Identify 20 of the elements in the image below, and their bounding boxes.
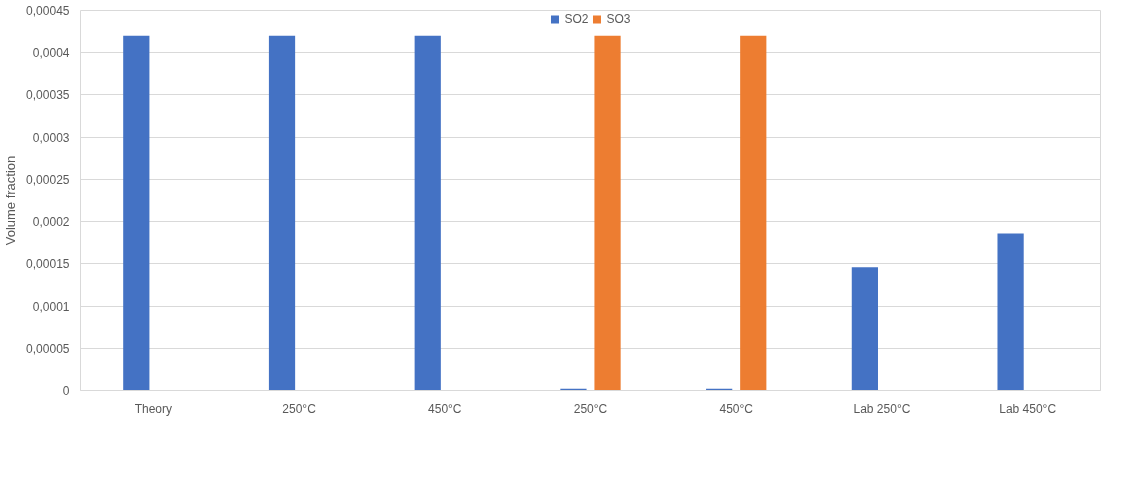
y-tick-label: 0,00015 (26, 257, 70, 272)
legend-label: SO2 (564, 12, 589, 26)
legend-label: SO3 (606, 12, 631, 26)
y-tick-label: 0,0003 (32, 130, 70, 145)
x-tick-label: 450°C (719, 401, 754, 416)
y-tick-label: 0,00005 (26, 341, 70, 356)
x-tick-label: Lab 250°C (853, 401, 911, 416)
y-tick-label: 0,00045 (26, 4, 70, 18)
y-tick-label: 0,0001 (32, 299, 70, 314)
x-tick-label: 450°C (428, 401, 462, 416)
x-tick-label: 250°C (573, 401, 608, 416)
y-tick-label: 0,0004 (32, 46, 70, 61)
y-tick-label: 0,0002 (32, 215, 70, 230)
x-tick-label: 250°C (282, 401, 317, 416)
y-tick-label: 0,00035 (26, 88, 70, 103)
y-axis-title: Volume fraction (3, 155, 19, 246)
y-tick-label: 0,00025 (26, 172, 70, 187)
y-tick-label: 0 (62, 384, 70, 398)
x-tick-label: Lab 450°C (999, 401, 1057, 416)
x-tick-label: Theory (134, 401, 173, 416)
